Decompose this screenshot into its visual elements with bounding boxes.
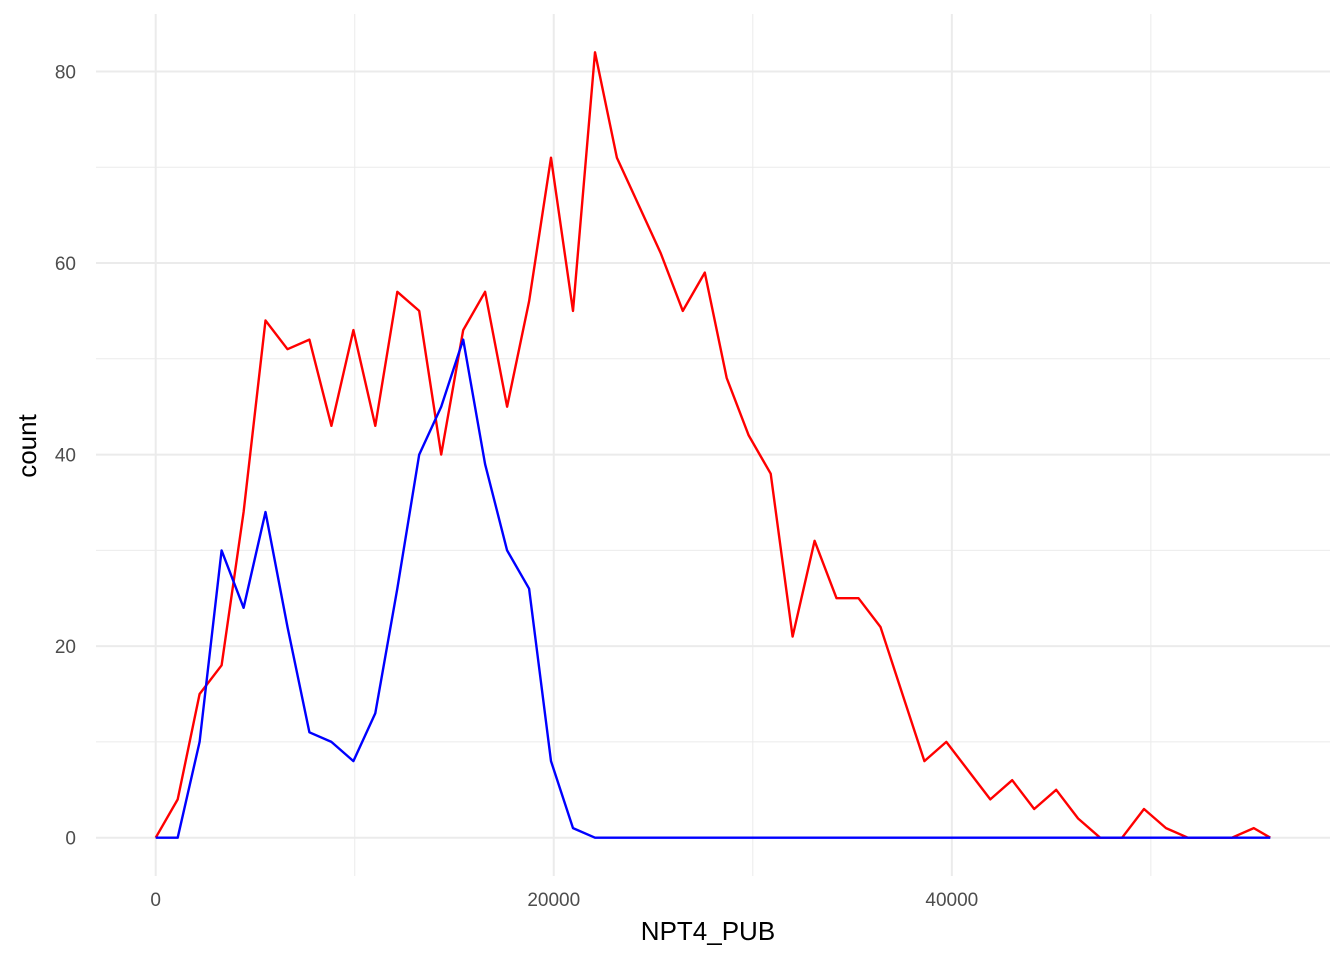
x-tick-label: 40000 xyxy=(925,890,978,911)
y-tick-label: 80 xyxy=(55,62,76,83)
y-tick-label: 20 xyxy=(55,637,76,658)
major-gridlines xyxy=(96,14,1330,876)
y-tick-label: 40 xyxy=(55,446,76,467)
series-line-1 xyxy=(154,51,1271,839)
series-layer xyxy=(154,51,1271,839)
series-line-2 xyxy=(155,338,1271,839)
minor-gridlines xyxy=(96,14,1330,876)
x-axis-tick-labels: 0 20000 40000 xyxy=(150,890,978,911)
y-tick-label: 60 xyxy=(55,254,76,275)
y-tick-label: 0 xyxy=(65,829,76,850)
x-axis-title: NPT4_PUB xyxy=(641,916,775,946)
x-tick-label: 20000 xyxy=(527,890,580,911)
y-axis-tick-labels: 0 20 40 60 80 xyxy=(55,62,76,849)
x-tick-label: 0 xyxy=(150,890,161,911)
y-axis-title: count xyxy=(12,413,42,477)
